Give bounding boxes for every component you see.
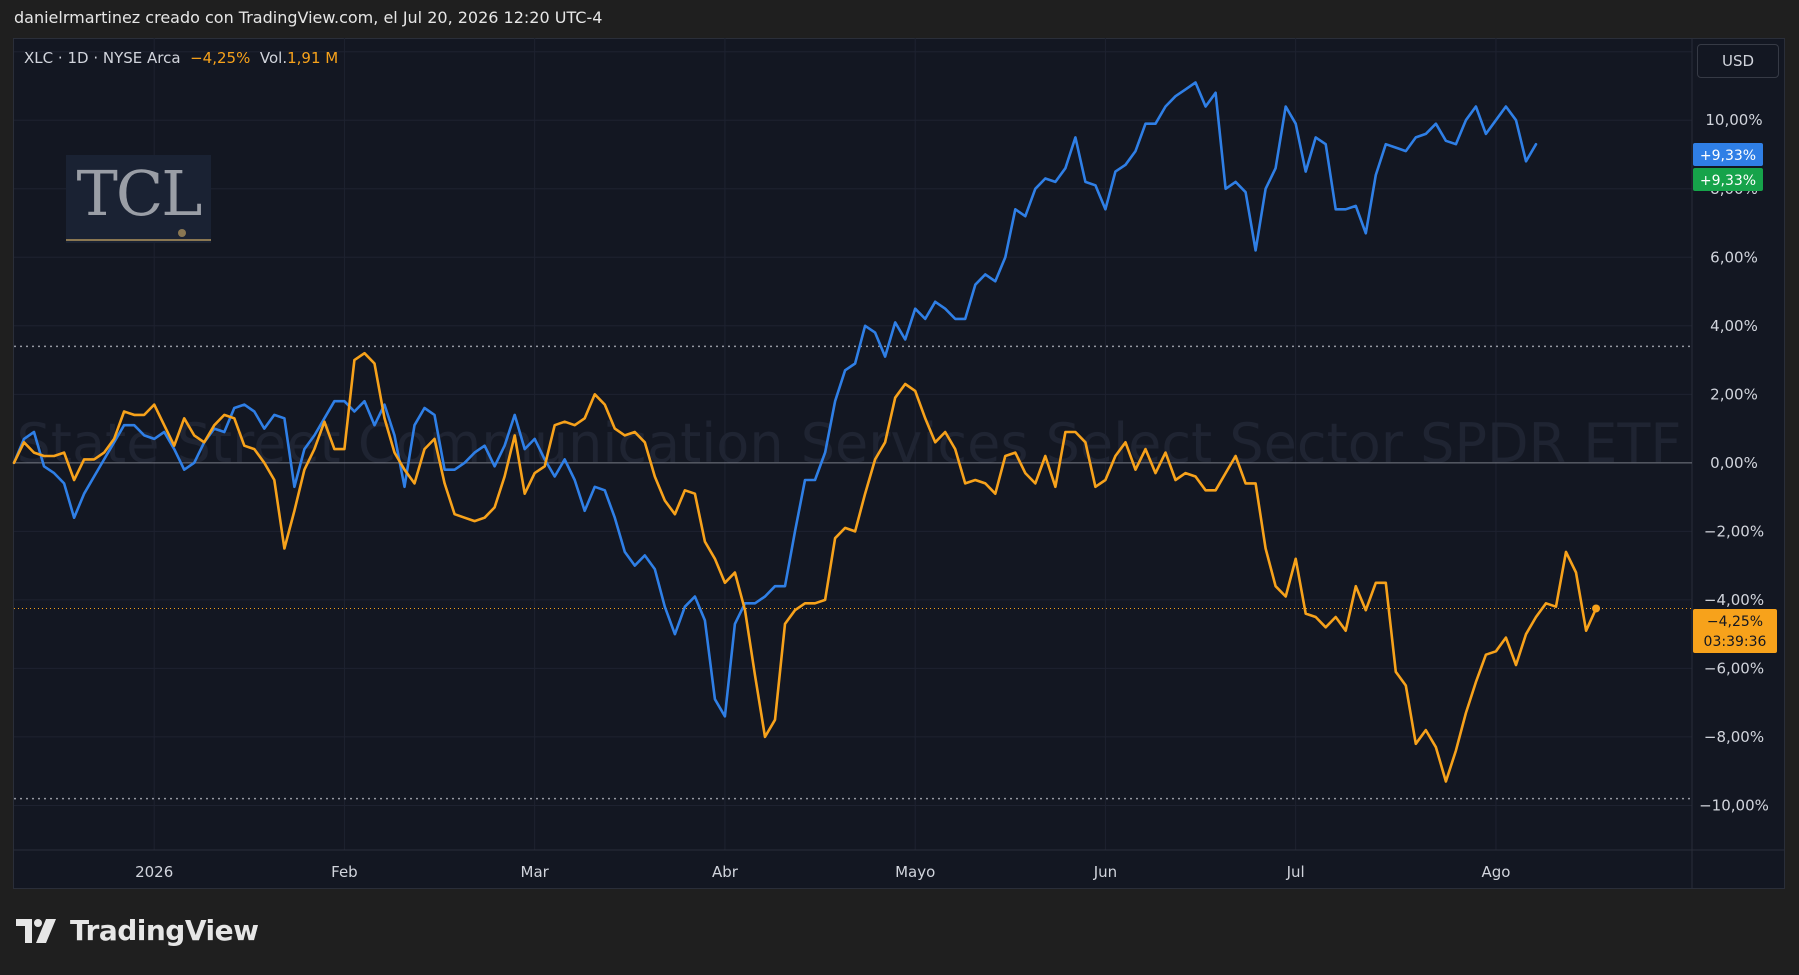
x-tick-label: Jul xyxy=(1286,863,1305,881)
orange-price-tag-value: −4,25% xyxy=(1707,614,1763,630)
y-tick-label: 6,00% xyxy=(1710,248,1758,266)
x-tick-label: Mayo xyxy=(895,863,935,881)
y-tick-label: −10,00% xyxy=(1699,796,1769,814)
y-tick-label: −8,00% xyxy=(1704,728,1764,746)
legend-dot-separator: · xyxy=(57,49,68,67)
tradingview-icon xyxy=(16,918,56,943)
y-tick-label: 0,00% xyxy=(1710,454,1758,472)
tradingview-logo[interactable]: TradingView xyxy=(16,914,259,947)
blue-series-line xyxy=(12,81,1538,718)
tcl-logo-text: TCL xyxy=(76,157,203,230)
legend-interval: 1D xyxy=(67,49,89,67)
reference-lines xyxy=(14,345,1692,800)
orange-series-last-point xyxy=(1592,604,1601,613)
tradingview-wordmark: TradingView xyxy=(70,914,259,947)
legend-symbol: XLC xyxy=(24,49,54,67)
legend-volume-value: 1,91 M xyxy=(287,49,339,67)
tcl-logo-underline xyxy=(66,239,211,241)
y-tick-label: −4,00% xyxy=(1704,591,1764,609)
y-tick-label: 10,00% xyxy=(1705,111,1762,129)
tcl-logo: TCL xyxy=(66,155,211,245)
symbol-legend[interactable]: XLC · 1D · NYSE Arca −4,25% Vol.1,91 M xyxy=(24,49,338,67)
x-tick-label: Feb xyxy=(331,863,358,881)
x-tick-label: Ago xyxy=(1481,863,1510,881)
symbol-watermark: State Street Communication Services Sele… xyxy=(17,412,1682,475)
legend-dot-separator: · xyxy=(93,49,103,67)
blue-price-tag xyxy=(1693,143,1763,166)
series-layer xyxy=(12,81,1601,783)
y-tick-label: 4,00% xyxy=(1710,317,1758,335)
x-axis: 2026 Feb Mar Abr Mayo Jun Jul Ago xyxy=(135,863,1510,881)
green-price-tag xyxy=(1693,168,1763,191)
legend-change: −4,25% xyxy=(190,49,251,67)
y-tick-label: 2,00% xyxy=(1710,385,1758,403)
chart-credit-text: danielrmartinez creado con TradingView.c… xyxy=(14,8,603,27)
orange-series-line xyxy=(12,351,1598,783)
currency-button[interactable]: USD xyxy=(1697,44,1779,78)
legend-volume-label: Vol. xyxy=(259,49,288,67)
tcl-logo-dot xyxy=(178,229,186,237)
legend-exchange: NYSE Arca xyxy=(102,49,181,67)
green-price-tag-label: +9,33% xyxy=(1700,173,1756,189)
x-tick-label: Abr xyxy=(712,863,739,881)
y-tick-label: −2,00% xyxy=(1704,522,1764,540)
x-tick-label: Mar xyxy=(521,863,550,881)
x-tick-label: Jun xyxy=(1093,863,1117,881)
tcl-logo-background xyxy=(66,155,211,243)
x-tick-label: 2026 xyxy=(135,863,173,881)
orange-price-tag-countdown: 03:39:36 xyxy=(1704,634,1767,650)
orange-price-tag xyxy=(1693,609,1777,653)
price-tags: +9,33% +9,33% −4,25% 03:39:36 xyxy=(1693,143,1777,653)
y-tick-label: −6,00% xyxy=(1704,659,1764,677)
blue-price-tag-label: +9,33% xyxy=(1700,148,1756,164)
